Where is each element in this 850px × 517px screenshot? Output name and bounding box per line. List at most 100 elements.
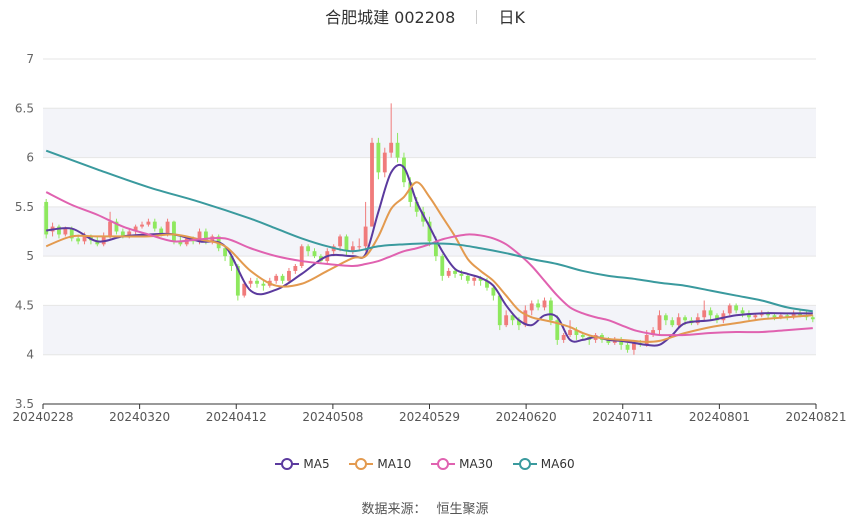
candlestick bbox=[561, 333, 566, 343]
candle-body bbox=[433, 241, 438, 257]
candle-body bbox=[376, 142, 381, 173]
x-tick-label: 20240620 bbox=[496, 410, 557, 424]
candle-body bbox=[497, 295, 502, 326]
moving-average-lines bbox=[45, 149, 813, 347]
candlestick bbox=[536, 299, 541, 311]
candle-body bbox=[293, 266, 298, 271]
candle-body bbox=[517, 320, 521, 326]
candle-body bbox=[389, 142, 394, 153]
x-tick-label: 20240529 bbox=[399, 410, 460, 424]
candle-body bbox=[223, 248, 227, 257]
candle-body bbox=[402, 157, 406, 183]
candle-body bbox=[427, 221, 432, 242]
candlestick bbox=[555, 315, 560, 345]
candle-body bbox=[504, 315, 509, 326]
candlestick bbox=[446, 267, 451, 278]
chart-title: 合肥城建 002208 日K bbox=[0, 4, 850, 28]
candle-body bbox=[453, 270, 457, 274]
y-tick-label: 5.5 bbox=[15, 200, 34, 214]
candlestick bbox=[376, 137, 381, 180]
candle-body bbox=[44, 201, 49, 235]
candle-body bbox=[82, 236, 87, 242]
x-tick-label: 20240821 bbox=[785, 410, 846, 424]
legend-label-ma5: MA5 bbox=[303, 457, 330, 471]
legend-label-ma60: MA60 bbox=[540, 457, 575, 471]
candlestick bbox=[152, 218, 157, 232]
candle-body bbox=[548, 300, 553, 321]
candle-body bbox=[542, 300, 547, 308]
title-separator bbox=[476, 10, 478, 24]
candle-body bbox=[472, 277, 477, 281]
candlestick bbox=[568, 320, 572, 337]
candle-body bbox=[152, 221, 157, 229]
candlestick bbox=[108, 211, 112, 239]
line-ma10 bbox=[45, 181, 813, 343]
x-tick-label: 20240711 bbox=[592, 410, 653, 424]
candle-body bbox=[203, 231, 208, 242]
y-tick-label: 3.5 bbox=[15, 397, 34, 411]
candle-body bbox=[772, 315, 777, 318]
legend: MA5 MA10 MA30 MA60 bbox=[0, 457, 850, 474]
legend-item-ma5[interactable]: MA5 bbox=[275, 457, 330, 471]
candle-body bbox=[344, 236, 349, 252]
candle-body bbox=[734, 305, 739, 311]
candle-body bbox=[676, 317, 681, 326]
data-source: 数据来源： 恒生聚源 bbox=[0, 498, 850, 517]
candlestick bbox=[670, 317, 675, 328]
candle-body bbox=[63, 228, 68, 235]
candle-body bbox=[57, 226, 61, 235]
candlestick bbox=[287, 267, 291, 284]
candle-body bbox=[657, 315, 662, 331]
candlestick bbox=[491, 285, 496, 301]
candlestick bbox=[402, 152, 406, 188]
candlestick bbox=[651, 327, 656, 337]
candlestick-chart: 3.5 4 4.5 5 5.5 6 6.5 7 20240228 20240320 2024041… bbox=[12, 52, 846, 424]
candlestick bbox=[465, 273, 470, 284]
candlestick bbox=[261, 280, 266, 291]
candle-body bbox=[248, 280, 253, 284]
candle-body bbox=[229, 256, 234, 266]
x-tick-label: 20240508 bbox=[302, 410, 363, 424]
candle-body bbox=[510, 315, 515, 321]
legend-item-ma30[interactable]: MA30 bbox=[431, 457, 493, 471]
legend-item-ma60[interactable]: MA60 bbox=[512, 457, 575, 471]
legend-label-ma30: MA30 bbox=[459, 457, 493, 471]
candle-body bbox=[127, 231, 132, 237]
candlestick bbox=[676, 313, 681, 328]
candle-body bbox=[536, 303, 541, 308]
x-tick-label: 20240801 bbox=[689, 410, 750, 424]
candle-body bbox=[120, 231, 125, 237]
candle-body bbox=[133, 226, 138, 232]
candle-body bbox=[172, 221, 176, 242]
candle-body bbox=[395, 142, 400, 158]
candlestick bbox=[306, 244, 311, 257]
line-ma60 bbox=[45, 149, 813, 313]
candle-body bbox=[146, 221, 151, 225]
candlestick bbox=[740, 307, 745, 318]
candle-body bbox=[606, 339, 611, 343]
candlestick bbox=[625, 342, 630, 353]
candle-body bbox=[408, 182, 413, 202]
candle-body bbox=[727, 305, 732, 314]
candlestick bbox=[255, 277, 259, 288]
candle-body bbox=[644, 335, 649, 345]
candle-body bbox=[363, 226, 368, 247]
candlestick bbox=[695, 313, 700, 326]
candlestick bbox=[580, 333, 585, 340]
candle-body bbox=[625, 344, 630, 350]
legend-item-ma10[interactable]: MA10 bbox=[349, 457, 411, 471]
candlestick bbox=[810, 315, 815, 323]
background-band bbox=[43, 305, 816, 355]
candle-body bbox=[312, 251, 317, 257]
candlestick bbox=[133, 224, 138, 235]
candlestick bbox=[57, 224, 61, 239]
legend-label-ma10: MA10 bbox=[377, 457, 412, 471]
period-label: 日K bbox=[498, 8, 525, 27]
candlestick bbox=[370, 137, 374, 227]
y-tick-label: 6.5 bbox=[15, 101, 34, 115]
candlestick bbox=[657, 310, 662, 335]
candlestick bbox=[542, 297, 547, 311]
stock-code: 002208 bbox=[394, 8, 456, 27]
candlestick bbox=[146, 218, 151, 227]
candle-body bbox=[465, 275, 470, 281]
